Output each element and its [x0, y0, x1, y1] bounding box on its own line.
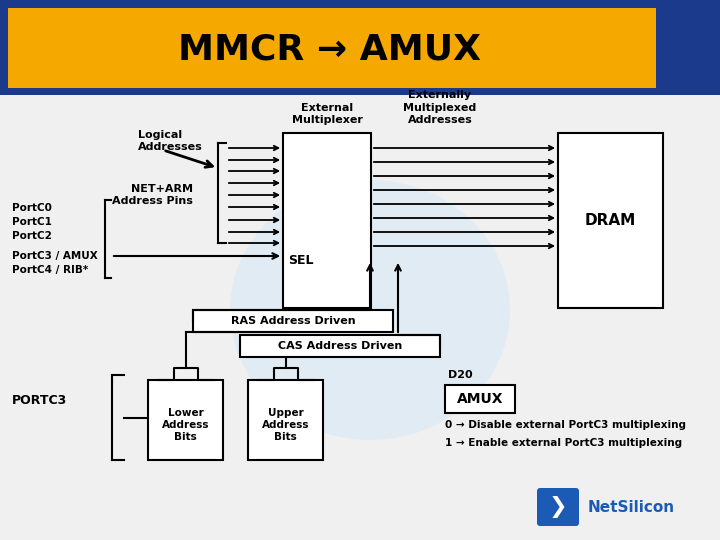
Text: PORTC3: PORTC3: [12, 394, 67, 407]
FancyBboxPatch shape: [537, 488, 579, 526]
Text: DRAM: DRAM: [585, 213, 636, 228]
Bar: [148, 380, 223, 460]
Bar: [0, 95, 720, 540]
Text: SEL: SEL: [288, 253, 313, 267]
Text: Externally
Multiplexed
Addresses: Externally Multiplexed Addresses: [403, 90, 477, 125]
Text: D20: D20: [448, 370, 472, 380]
Text: NetSilicon: NetSilicon: [588, 500, 675, 515]
Text: ❯: ❯: [549, 496, 567, 518]
Text: MMCR → AMUX: MMCR → AMUX: [179, 33, 482, 67]
Text: External
Multiplexer: External Multiplexer: [292, 103, 362, 125]
Text: PortC1: PortC1: [12, 217, 52, 227]
Text: PortC4 / RIB*: PortC4 / RIB*: [12, 265, 89, 275]
Text: PortC0: PortC0: [12, 203, 52, 213]
Text: RAS Address Driven: RAS Address Driven: [230, 316, 355, 326]
Text: PortC3 / AMUX: PortC3 / AMUX: [12, 251, 98, 261]
Text: Upper
Address
Bits: Upper Address Bits: [262, 408, 310, 442]
Ellipse shape: [230, 180, 510, 440]
Text: PortC2: PortC2: [12, 231, 52, 241]
Bar: [445, 385, 515, 413]
Bar: [0, 0, 720, 95]
Text: NET+ARM
Address Pins: NET+ARM Address Pins: [112, 184, 193, 206]
Bar: [240, 335, 440, 357]
Bar: [8, 8, 656, 88]
Bar: [193, 310, 393, 332]
Text: 0 → Disable external PortC3 multiplexing: 0 → Disable external PortC3 multiplexing: [445, 420, 686, 430]
Text: AMUX: AMUX: [456, 392, 503, 406]
Text: Logical
Addresses: Logical Addresses: [138, 130, 203, 152]
Bar: [248, 380, 323, 460]
Text: 1 → Enable external PortC3 multiplexing: 1 → Enable external PortC3 multiplexing: [445, 438, 682, 448]
Text: Lower
Address
Bits: Lower Address Bits: [162, 408, 210, 442]
Text: CAS Address Driven: CAS Address Driven: [278, 341, 402, 351]
Bar: [558, 133, 663, 308]
Bar: [283, 133, 371, 308]
